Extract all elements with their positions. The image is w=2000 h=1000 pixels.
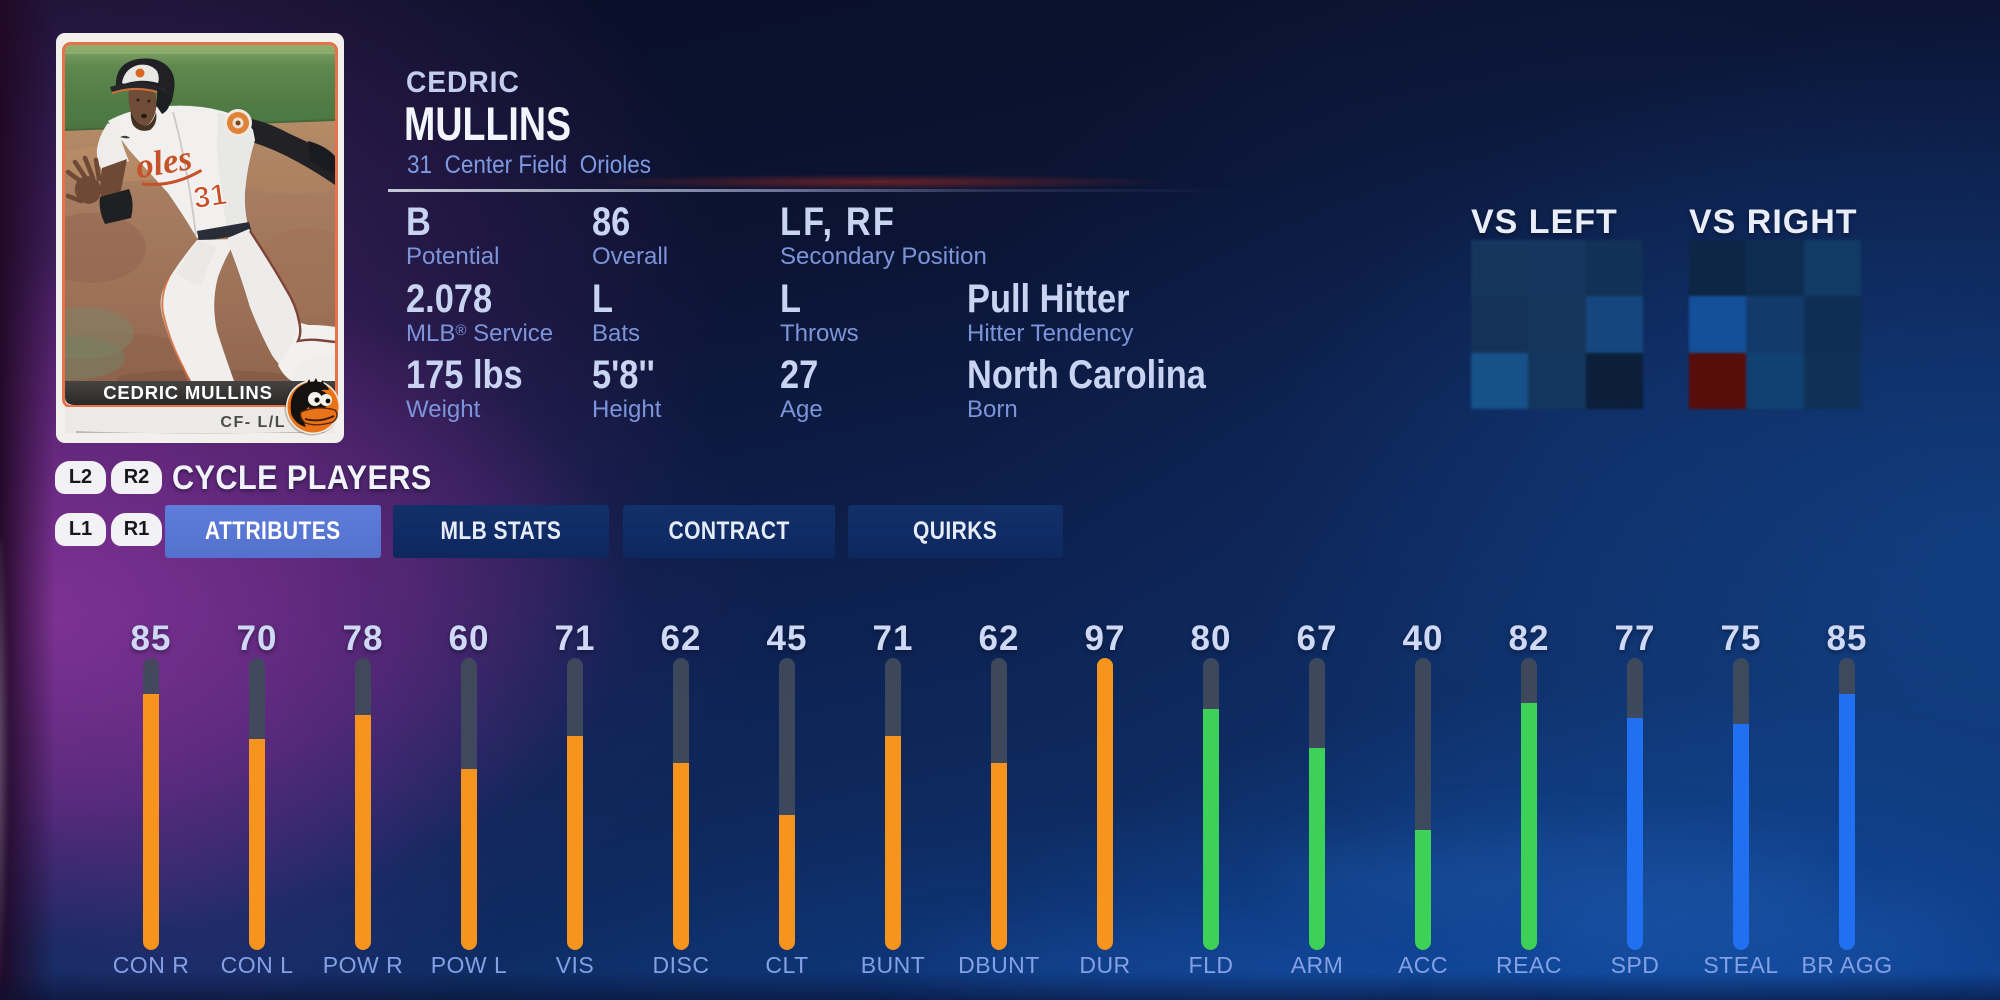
svg-text:31: 31	[191, 178, 229, 215]
svg-text:CF- L/L: CF- L/L	[220, 414, 286, 431]
svg-text:CEDRIC MULLINS: CEDRIC MULLINS	[103, 382, 272, 403]
